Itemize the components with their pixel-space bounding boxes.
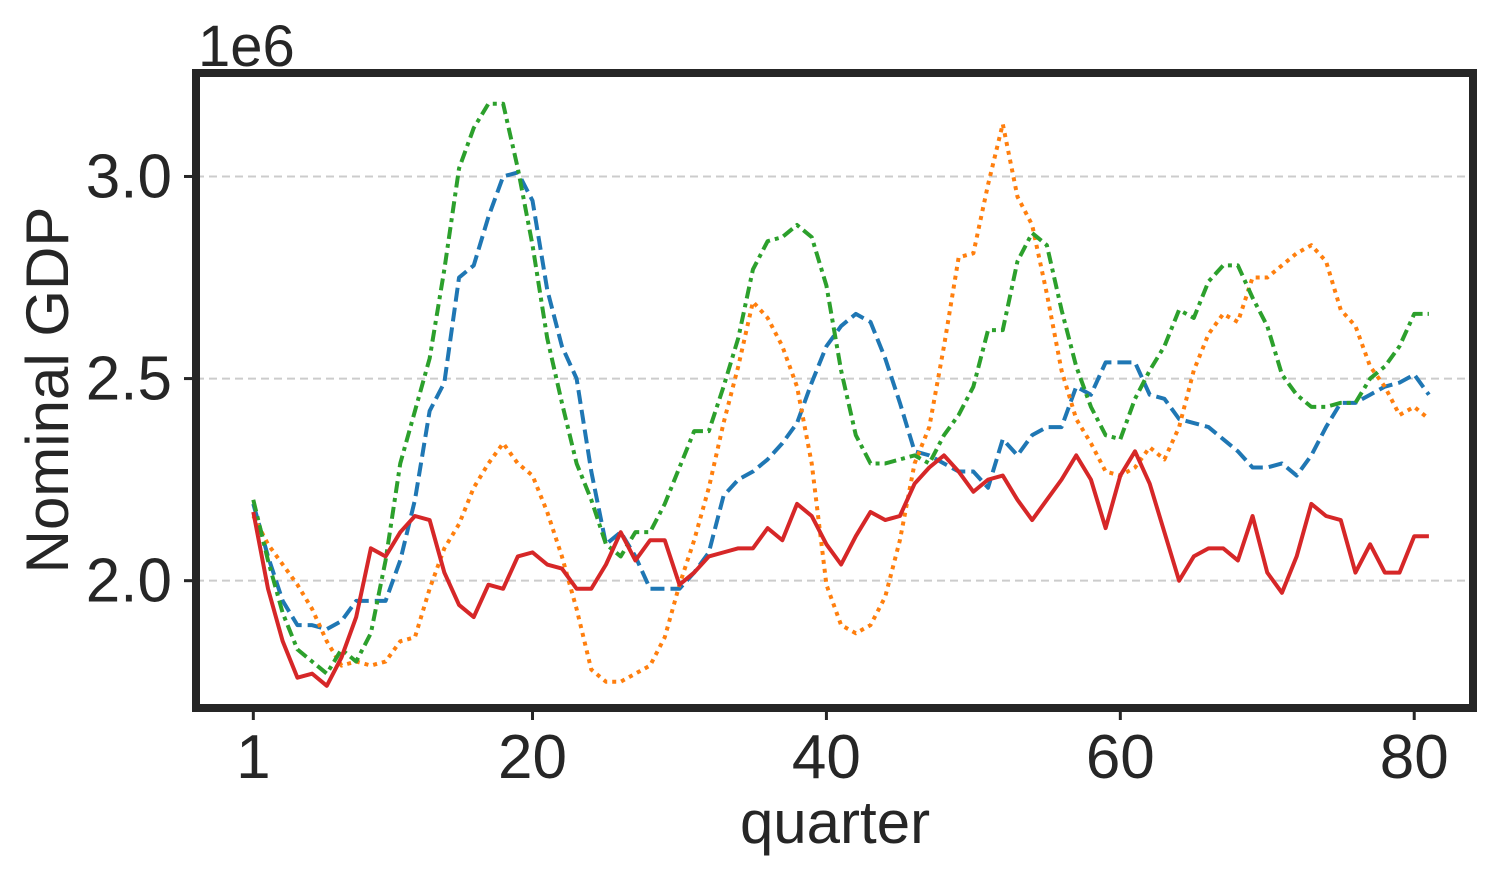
series-line-2: [251, 121, 1431, 684]
series-line-4: [251, 449, 1429, 688]
series-lines: [251, 101, 1431, 688]
y-axis-label: Nominal GDP: [14, 207, 81, 574]
y-axis-offset-label: 1e6: [198, 14, 295, 79]
x-axis-label: quarter: [740, 789, 930, 856]
gridlines: [196, 175, 1473, 582]
y-axis-ticks: 2.0 2.5 3.0: [86, 142, 196, 616]
y-tick-label: 2.0: [86, 547, 172, 616]
y-tick-label: 2.5: [86, 345, 172, 414]
series-line-3: [251, 101, 1429, 676]
plot-frame: [192, 69, 1477, 712]
series-line-1: [251, 170, 1431, 632]
y-tick-label: 3.0: [86, 142, 172, 211]
x-tick-label: 80: [1380, 723, 1449, 792]
x-tick-label: 1: [236, 723, 270, 792]
x-axis-ticks: 1 20 40 60 80: [236, 708, 1449, 792]
x-tick-label: 60: [1086, 723, 1155, 792]
x-tick-label: 20: [498, 723, 567, 792]
x-tick-label: 40: [792, 723, 861, 792]
